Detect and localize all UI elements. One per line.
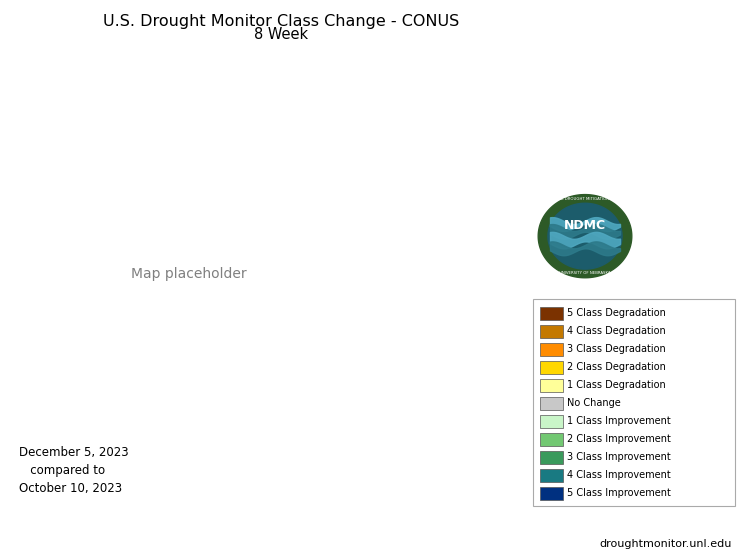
Text: 5 Class Degradation: 5 Class Degradation (567, 309, 666, 319)
Text: 8 Week: 8 Week (254, 27, 308, 42)
Text: 2 Class Degradation: 2 Class Degradation (567, 362, 666, 372)
Text: 3 Class Improvement: 3 Class Improvement (567, 452, 670, 462)
Text: No Change: No Change (567, 399, 621, 409)
Text: UNIVERSITY OF NEBRASKA: UNIVERSITY OF NEBRASKA (560, 272, 610, 276)
Text: NATIONAL DROUGHT MITIGATION CENTER: NATIONAL DROUGHT MITIGATION CENTER (544, 197, 626, 201)
Text: 4 Class Degradation: 4 Class Degradation (567, 326, 666, 337)
Text: December 5, 2023
   compared to
October 10, 2023: December 5, 2023 compared to October 10,… (19, 446, 128, 495)
Text: 5 Class Improvement: 5 Class Improvement (567, 489, 670, 498)
Polygon shape (538, 195, 632, 278)
Text: U.S. Drought Monitor Class Change - CONUS: U.S. Drought Monitor Class Change - CONU… (103, 14, 459, 29)
Text: 3 Class Degradation: 3 Class Degradation (567, 344, 666, 354)
Polygon shape (548, 203, 622, 269)
Text: droughtmonitor.unl.edu: droughtmonitor.unl.edu (598, 539, 731, 549)
Text: 4 Class Improvement: 4 Class Improvement (567, 470, 670, 480)
Text: 1 Class Degradation: 1 Class Degradation (567, 380, 666, 390)
Text: NDMC: NDMC (564, 219, 606, 233)
Text: 2 Class Improvement: 2 Class Improvement (567, 434, 670, 444)
Text: 1 Class Improvement: 1 Class Improvement (567, 416, 670, 427)
Text: Map placeholder: Map placeholder (130, 267, 247, 281)
